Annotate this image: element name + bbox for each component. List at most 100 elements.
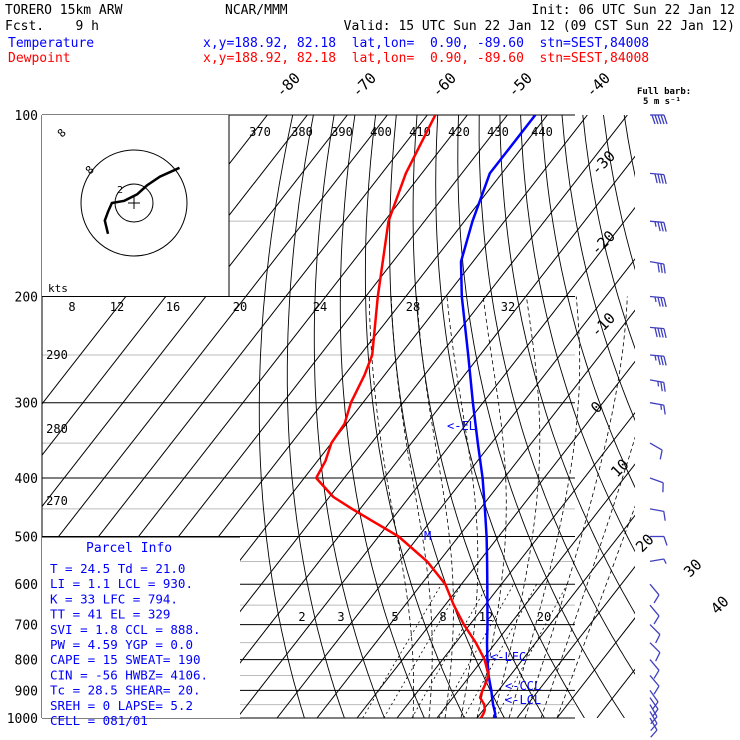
init-time: Init: 06 UTC Sun 22 Jan 12 [532, 3, 736, 18]
barb-staff [649, 659, 660, 671]
barb-half-flag [660, 404, 663, 410]
hodograph-trace [103, 166, 181, 235]
forecast-hour: Fcst. 9 h [5, 19, 99, 34]
mixing-ratio-label: 12 [479, 610, 493, 624]
model-title: TORERO 15km ARW [5, 3, 123, 18]
wind-barb [650, 114, 668, 125]
dry-adiabat [339, 115, 425, 718]
barb-flag [650, 723, 658, 732]
barb-flag [663, 263, 666, 274]
isotherm-line [436, 463, 635, 718]
barb-flag [653, 615, 660, 625]
pressure-label: 100 [15, 109, 38, 124]
dry-adiabat [520, 115, 635, 553]
isotherm-line [42, 115, 348, 508]
isotherm-line [316, 309, 635, 718]
theta-label: 370 [249, 125, 271, 139]
wind-barb [650, 535, 668, 546]
barb-flag [654, 327, 658, 338]
dry-adiabat [286, 115, 345, 718]
level-marker: <-LCL [505, 693, 541, 707]
theta-label: 380 [291, 125, 313, 139]
theta-left-label: 280 [46, 422, 68, 436]
dry-adiabat [364, 115, 465, 718]
barb-staff [649, 642, 661, 654]
barb-flag [660, 114, 665, 125]
barb-staff [649, 558, 664, 563]
theta-label: 430 [487, 125, 509, 139]
barb-flag [663, 328, 667, 338]
wind-barb [649, 558, 667, 564]
barb-staff [649, 442, 663, 451]
barb-flag [663, 536, 668, 546]
hodograph-ring-outer [80, 149, 188, 257]
wind-barb [649, 354, 667, 366]
mixing-ratio-line [411, 584, 489, 718]
barb-flag [655, 652, 661, 662]
isotherm-line [42, 115, 388, 559]
wind-barb [649, 442, 663, 460]
pressure-label: 1000 [7, 712, 38, 727]
barb-flag [663, 511, 666, 521]
temperature-location: x,y=188.92, 82.18 lat,lon= 0.90, -89.60 … [203, 36, 649, 51]
level-marker: <-CCL [505, 679, 541, 693]
pressure-label: 400 [15, 472, 38, 487]
isotherm-line [276, 258, 635, 718]
wind-barb [649, 477, 664, 493]
barb-flag [653, 594, 660, 604]
barb-flag [657, 221, 661, 232]
moist-adiabat [492, 296, 541, 718]
barb-flag [660, 222, 664, 232]
wind-barb [649, 659, 660, 679]
parcel-info-row: PW = 4.59 YGP = 0.0 [50, 637, 193, 652]
wind-barb [649, 642, 661, 662]
pressure-label: 800 [15, 654, 38, 669]
parcel-info-row: SVI = 1.8 CCL = 888. [50, 622, 201, 637]
isotherm-line [476, 514, 635, 718]
full-barb-value: 5 m s⁻¹ [643, 97, 681, 107]
parcel-info-row: LI = 1.1 LCL = 930. [50, 576, 193, 591]
legend-dewpoint: Dewpoint [8, 51, 71, 66]
mixing-ratio-line [362, 583, 442, 718]
hodo-speed-label: 32 [501, 300, 515, 314]
parcel-info-row: TT = 41 EL = 329 [50, 607, 170, 622]
center-label: NCAR/MMM [225, 3, 288, 18]
barb-staff [649, 624, 661, 635]
parcel-info-row: SREH = 0 LAPSE= 5.2 [50, 698, 193, 713]
moist-adiabat [556, 505, 635, 718]
barb-flag [654, 173, 658, 184]
barb-half-flag [654, 355, 657, 361]
wind-barb [649, 711, 658, 732]
hodo-speed-label: 16 [166, 300, 180, 314]
barb-flag [663, 405, 666, 415]
dry-adiabat [435, 115, 585, 718]
dry-adiabat [499, 115, 635, 615]
barb-flag [659, 449, 663, 460]
barb-staff [649, 704, 658, 718]
barb-flag [655, 634, 661, 644]
temperature-line [459, 115, 537, 718]
pressure-label: 200 [15, 291, 38, 306]
barb-flag [660, 381, 663, 392]
level-marker: <-EL [447, 419, 476, 433]
barb-flag [657, 355, 661, 366]
barb-half-flag [654, 296, 657, 303]
hodo-speed-label: 8 [68, 300, 75, 314]
full-barb-label: Full barb: [637, 87, 691, 97]
barb-staff [649, 604, 660, 617]
barb-flag [660, 355, 664, 366]
pressure-label: 900 [15, 684, 38, 699]
wind-barb [649, 717, 658, 738]
parcel-info-row: T = 24.5 Td = 21.0 [50, 561, 185, 576]
barb-flag [657, 114, 662, 125]
barb-flag [650, 716, 658, 725]
barb-half-flag [657, 381, 660, 387]
barb-flag [657, 297, 661, 307]
wind-barb [649, 220, 667, 232]
barb-flag [663, 174, 667, 184]
moist-adiabat [540, 436, 635, 718]
pressure-label: 700 [15, 619, 38, 634]
wind-barb [649, 624, 661, 644]
